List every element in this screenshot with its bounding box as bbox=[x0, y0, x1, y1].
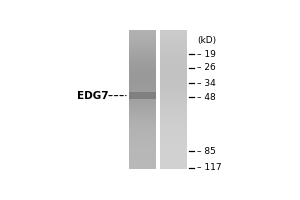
Text: – 34: – 34 bbox=[197, 79, 215, 88]
Text: – 19: – 19 bbox=[197, 50, 216, 59]
Text: – 26: – 26 bbox=[197, 63, 215, 72]
Text: – 85: – 85 bbox=[197, 147, 216, 156]
Text: (kD): (kD) bbox=[197, 36, 216, 45]
Text: EDG7: EDG7 bbox=[77, 91, 109, 101]
Bar bbox=[129, 92, 156, 99]
Text: – 48: – 48 bbox=[197, 93, 215, 102]
Text: – 117: – 117 bbox=[197, 163, 221, 172]
